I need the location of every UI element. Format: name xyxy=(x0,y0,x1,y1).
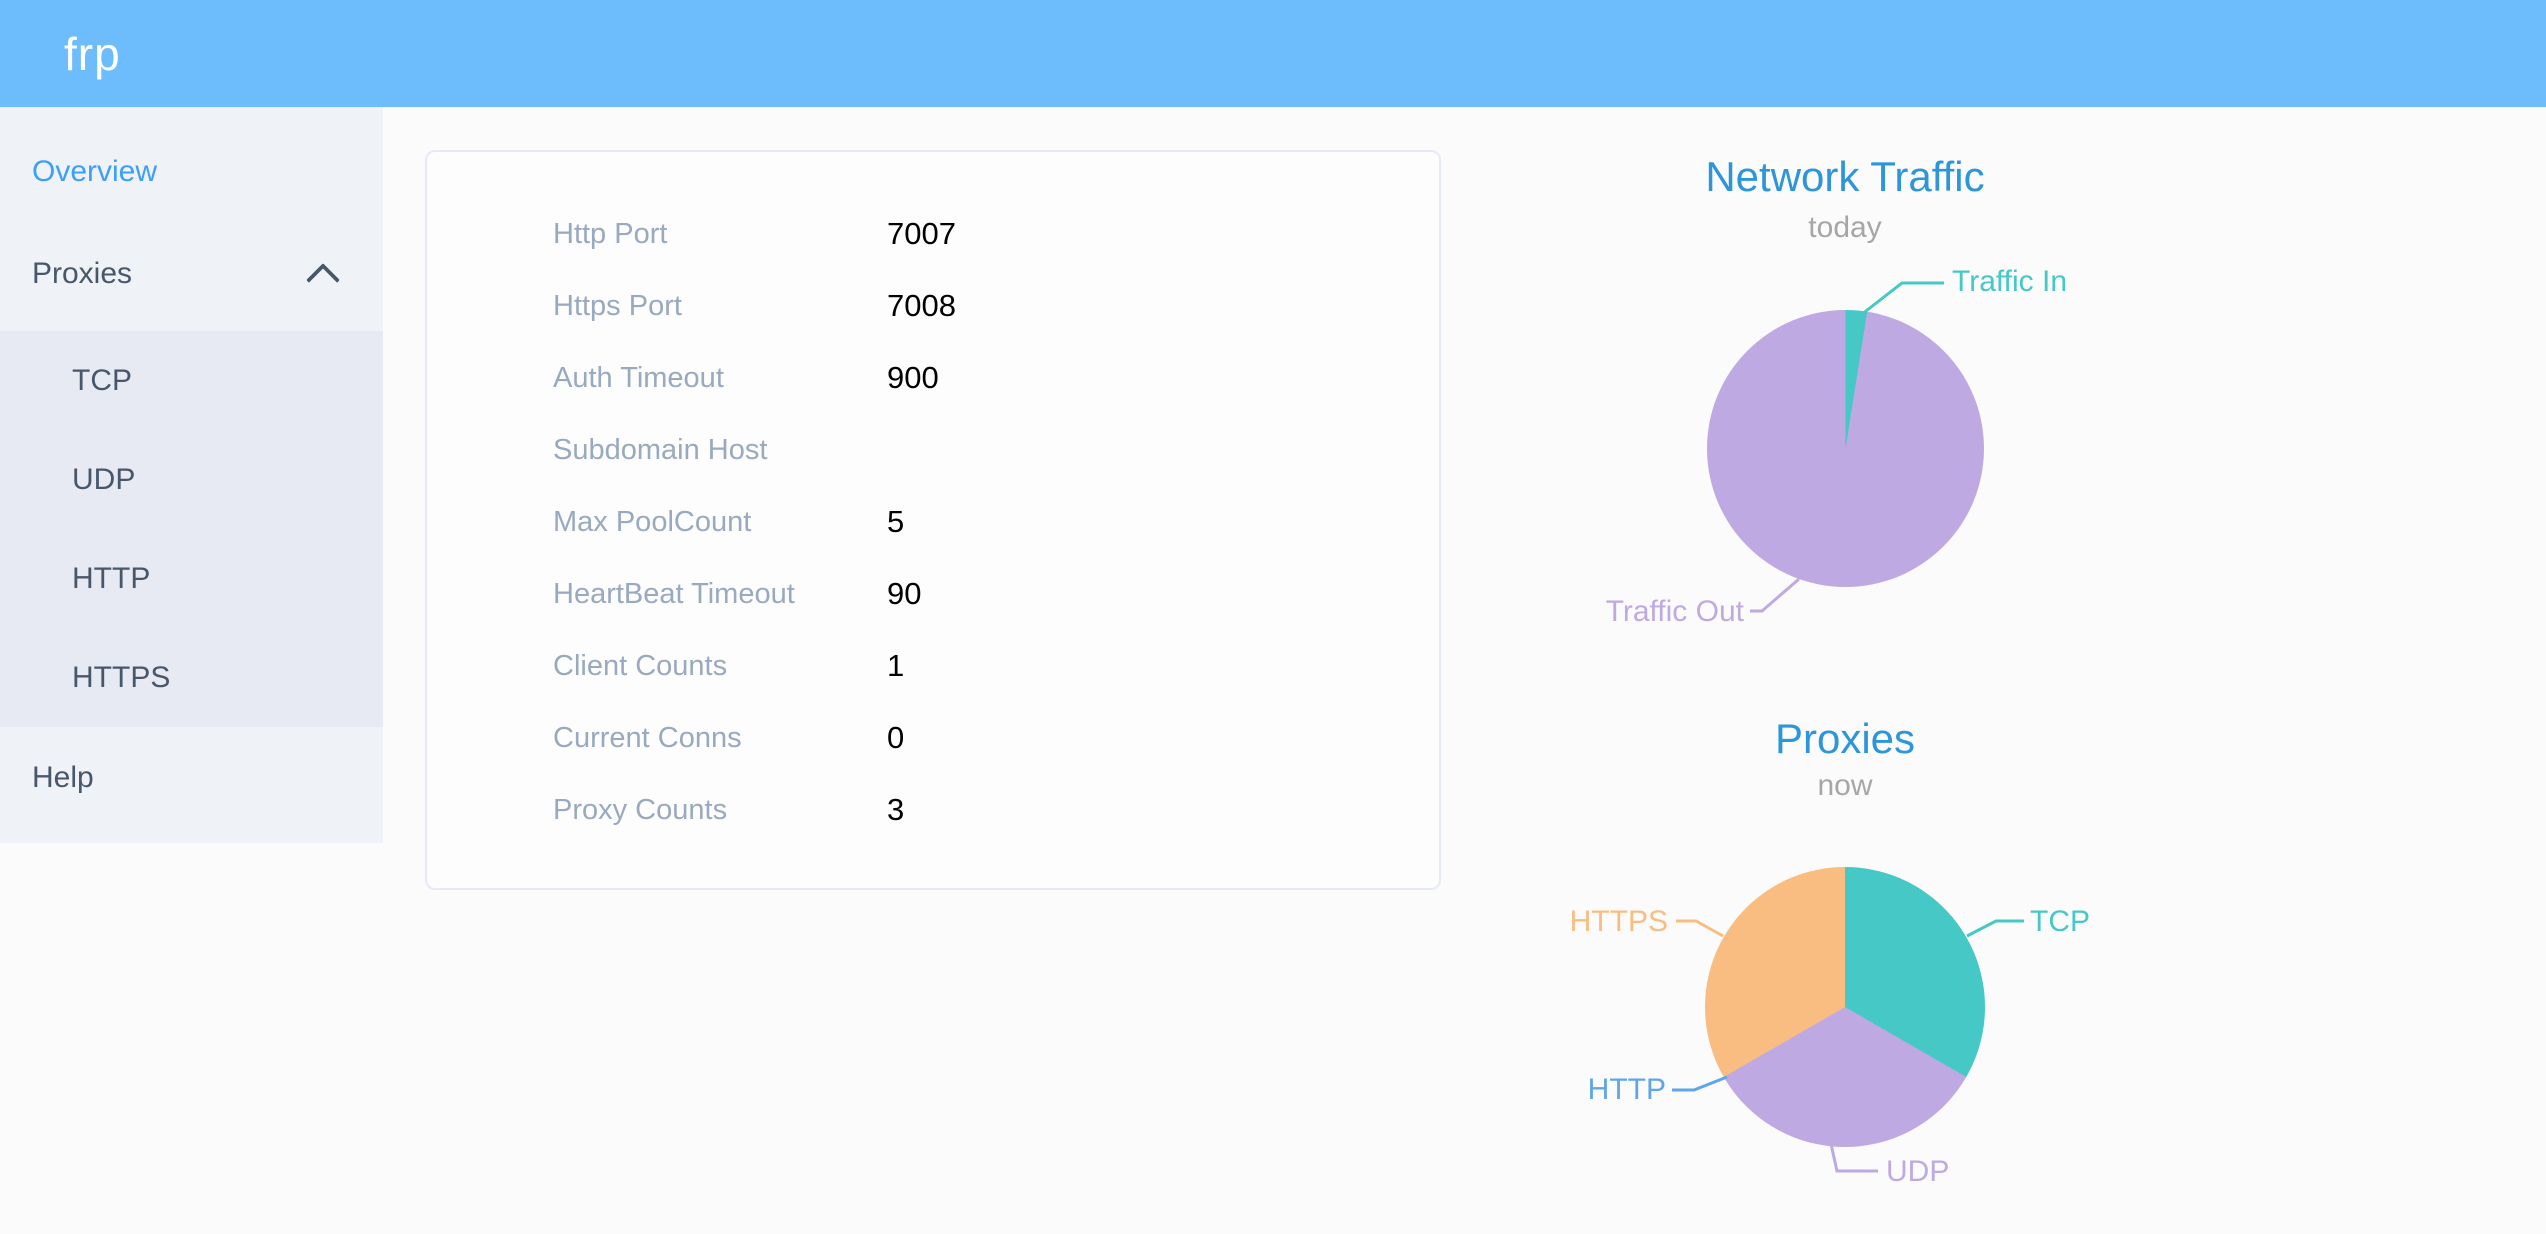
proxies-submenu: TCP UDP HTTP HTTPS xyxy=(0,331,383,727)
info-row-subdomain-host: Subdomain Host xyxy=(427,414,1439,486)
sidebar-item-label: Help xyxy=(32,761,94,794)
chevron-up-icon xyxy=(306,263,340,297)
leader-http xyxy=(1672,1075,1728,1092)
sidebar-item-label: HTTP xyxy=(72,561,151,595)
leader-udp xyxy=(1829,1143,1878,1173)
sidebar-nav: Overview Proxies TCP UDP HTTP HTTPS Help xyxy=(0,107,383,843)
info-label: Auth Timeout xyxy=(553,361,724,394)
info-row-https-port: Https Port 7008 xyxy=(427,270,1439,342)
info-value: 5 xyxy=(887,504,905,539)
info-row-http-port: Http Port 7007 xyxy=(427,198,1439,270)
sidebar-item-udp[interactable]: UDP xyxy=(0,430,383,529)
sidebar-item-proxies[interactable]: Proxies xyxy=(0,223,383,325)
sidebar-item-label: Overview xyxy=(32,155,158,188)
pie-label-traffic-out: Traffic Out xyxy=(1605,595,1744,628)
info-value: 1 xyxy=(887,648,905,683)
network-traffic-subtitle: today xyxy=(1808,211,1882,244)
network-traffic-pie-chart[interactable] xyxy=(1707,310,1984,587)
info-label: Max PoolCount xyxy=(553,505,752,538)
info-label: Client Counts xyxy=(553,649,728,682)
pie-label-traffic-in: Traffic In xyxy=(1952,265,2068,298)
proxies-pie-chart[interactable] xyxy=(1705,867,1985,1147)
sidebar-item-help[interactable]: Help xyxy=(0,727,383,829)
info-value: 7008 xyxy=(887,288,956,323)
info-label: HeartBeat Timeout xyxy=(553,577,795,610)
info-value: 3 xyxy=(887,792,905,827)
info-label: Current Conns xyxy=(553,721,742,754)
leader-tcp xyxy=(1966,919,2024,938)
leader-https xyxy=(1676,919,1724,938)
sidebar-item-https[interactable]: HTTPS xyxy=(0,628,383,727)
sidebar-item-label: HTTPS xyxy=(72,660,171,694)
proxies-subtitle: now xyxy=(1817,769,1873,802)
info-value: 0 xyxy=(887,720,905,755)
app-header: frp xyxy=(0,0,2546,107)
info-row-proxy-counts: Proxy Counts 3 xyxy=(427,774,1439,846)
pie-label-udp: UDP xyxy=(1886,1155,1950,1188)
sidebar-item-label: TCP xyxy=(72,363,132,397)
info-row-max-poolcount: Max PoolCount 5 xyxy=(427,486,1439,558)
info-label: Http Port xyxy=(553,217,668,250)
info-row-client-counts: Client Counts 1 xyxy=(427,630,1439,702)
info-label: Https Port xyxy=(553,289,682,322)
info-value: 900 xyxy=(887,360,939,395)
info-value: 7007 xyxy=(887,216,956,251)
pie-label-tcp: TCP xyxy=(2030,905,2090,938)
info-value: 90 xyxy=(887,576,922,611)
info-row-current-conns: Current Conns 0 xyxy=(427,702,1439,774)
leader-traffic-out xyxy=(1750,577,1800,613)
app-logo: frp xyxy=(64,27,121,80)
pie-label-https: HTTPS xyxy=(1569,905,1668,938)
proxies-title: Proxies xyxy=(1774,715,1916,762)
info-row-heartbeat-timeout: HeartBeat Timeout 90 xyxy=(427,558,1439,630)
sidebar-item-http[interactable]: HTTP xyxy=(0,529,383,628)
sidebar-item-overview[interactable]: Overview xyxy=(0,121,383,223)
sidebar-item-label: UDP xyxy=(72,462,136,496)
server-info-card: Http Port 7007 Https Port 7008 Auth Time… xyxy=(425,150,1441,890)
info-row-auth-timeout: Auth Timeout 900 xyxy=(427,342,1439,414)
network-traffic-title: Network Traffic xyxy=(1705,153,1985,200)
info-label: Proxy Counts xyxy=(553,793,728,826)
sidebar-item-label: Proxies xyxy=(32,257,133,290)
pie-label-http: HTTP xyxy=(1587,1073,1666,1106)
info-label: Subdomain Host xyxy=(553,433,768,466)
sidebar-item-tcp[interactable]: TCP xyxy=(0,331,383,430)
